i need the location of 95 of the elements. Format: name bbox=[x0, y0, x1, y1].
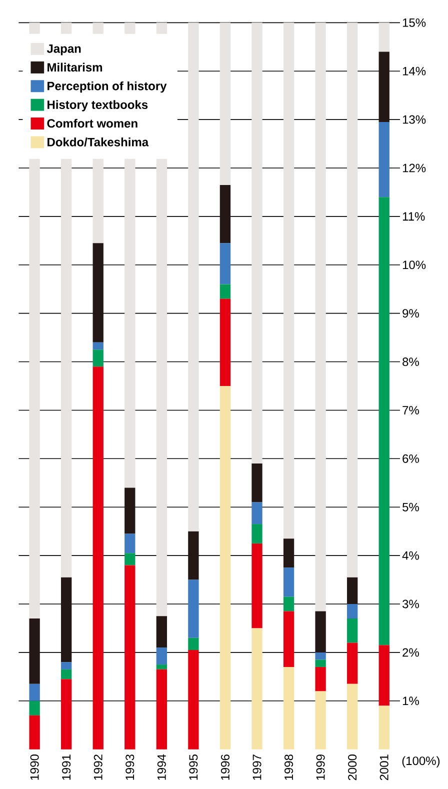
bar bbox=[220, 284, 231, 299]
bar bbox=[347, 642, 358, 684]
y-tick-label: 13% bbox=[402, 115, 426, 124]
x-tick-label: 1993 bbox=[126, 754, 134, 780]
bar bbox=[124, 534, 136, 554]
bar bbox=[220, 243, 231, 284]
legend-label: Japan bbox=[46, 44, 81, 56]
y-tick-label: 3% bbox=[402, 600, 419, 608]
bar bbox=[188, 531, 199, 580]
bar bbox=[156, 648, 167, 665]
bar bbox=[29, 618, 40, 684]
bar bbox=[188, 22, 199, 532]
x-tick-label: 1992 bbox=[94, 754, 102, 780]
bar bbox=[156, 664, 167, 670]
bar bbox=[315, 660, 326, 667]
y-tick-label: 7% bbox=[402, 406, 419, 414]
y-tick-label: 8% bbox=[402, 358, 419, 366]
legend-label: Dokdo/Takeshima bbox=[48, 138, 149, 146]
bar bbox=[252, 628, 262, 750]
y-tick-label: 2% bbox=[402, 648, 419, 657]
bar bbox=[156, 616, 167, 648]
bar bbox=[124, 553, 136, 566]
bar bbox=[29, 715, 40, 750]
bar bbox=[60, 679, 72, 750]
bar bbox=[60, 662, 72, 670]
x-tick-label: 1995 bbox=[189, 754, 198, 780]
text: (100%) bbox=[402, 756, 440, 768]
bar bbox=[60, 577, 72, 662]
y-tick-label: 9% bbox=[402, 309, 419, 318]
bar bbox=[188, 580, 199, 638]
bar bbox=[220, 386, 231, 750]
bar bbox=[347, 22, 358, 578]
x-tick-label: 1991 bbox=[62, 754, 71, 780]
bar bbox=[92, 350, 104, 367]
bar bbox=[29, 684, 40, 701]
x-tick-label: 2000 bbox=[348, 754, 357, 780]
y-tick-label: 5% bbox=[402, 502, 419, 512]
bar bbox=[378, 645, 390, 706]
legend-label: Militarism bbox=[48, 62, 102, 72]
bar bbox=[252, 502, 262, 524]
bar bbox=[252, 543, 262, 628]
bar bbox=[252, 464, 262, 502]
y-tick-label: 10% bbox=[402, 260, 426, 270]
x-tick-label: 1990 bbox=[30, 754, 39, 780]
bar bbox=[188, 638, 199, 650]
bar bbox=[283, 596, 294, 612]
bar bbox=[315, 22, 326, 612]
bar bbox=[283, 666, 294, 750]
y-tick-label: 1% bbox=[402, 696, 419, 706]
bar bbox=[315, 611, 326, 652]
bar bbox=[315, 652, 326, 660]
x-tick-label: 1996 bbox=[220, 754, 230, 780]
x-tick-label: 1999 bbox=[316, 754, 325, 780]
bar bbox=[92, 243, 104, 342]
y-tick-label: 14% bbox=[402, 66, 426, 76]
bar bbox=[92, 366, 104, 750]
bar bbox=[283, 22, 294, 539]
bar bbox=[347, 577, 358, 604]
x-tick-label: 2001 bbox=[380, 754, 388, 780]
bar bbox=[315, 666, 326, 692]
x-tick-label: 1998 bbox=[284, 754, 294, 780]
bar bbox=[156, 669, 167, 750]
bar bbox=[347, 684, 358, 750]
bar bbox=[378, 52, 390, 122]
bar bbox=[347, 618, 358, 643]
legend-label: Perception of history bbox=[48, 81, 167, 93]
bar bbox=[283, 568, 294, 597]
y-tick-label: 12% bbox=[402, 164, 426, 172]
y-tick-label: 11% bbox=[402, 212, 425, 221]
bar bbox=[92, 342, 104, 350]
bar bbox=[252, 22, 262, 464]
legend-label: History textbooks bbox=[48, 100, 148, 112]
y-tick-label: 4% bbox=[402, 551, 419, 560]
bar bbox=[220, 22, 231, 185]
bar bbox=[60, 669, 72, 680]
bar bbox=[283, 538, 294, 568]
legend-label: Comfort women bbox=[47, 118, 138, 128]
bar bbox=[283, 611, 294, 667]
bar bbox=[220, 184, 231, 244]
bar bbox=[124, 565, 136, 750]
x-tick-label: 1997 bbox=[252, 754, 262, 780]
bar bbox=[347, 604, 358, 619]
bar bbox=[378, 706, 390, 750]
bar bbox=[378, 122, 390, 198]
bar bbox=[252, 524, 262, 544]
bar bbox=[188, 650, 199, 750]
bar bbox=[315, 691, 326, 750]
bar bbox=[124, 488, 136, 534]
bar bbox=[378, 22, 390, 52]
bar bbox=[220, 298, 231, 386]
x-tick-label: 1994 bbox=[157, 754, 166, 780]
bar bbox=[29, 700, 40, 716]
bar bbox=[378, 197, 390, 646]
y-tick-label: 15% bbox=[402, 18, 426, 27]
y-tick-label: 6% bbox=[402, 454, 419, 463]
